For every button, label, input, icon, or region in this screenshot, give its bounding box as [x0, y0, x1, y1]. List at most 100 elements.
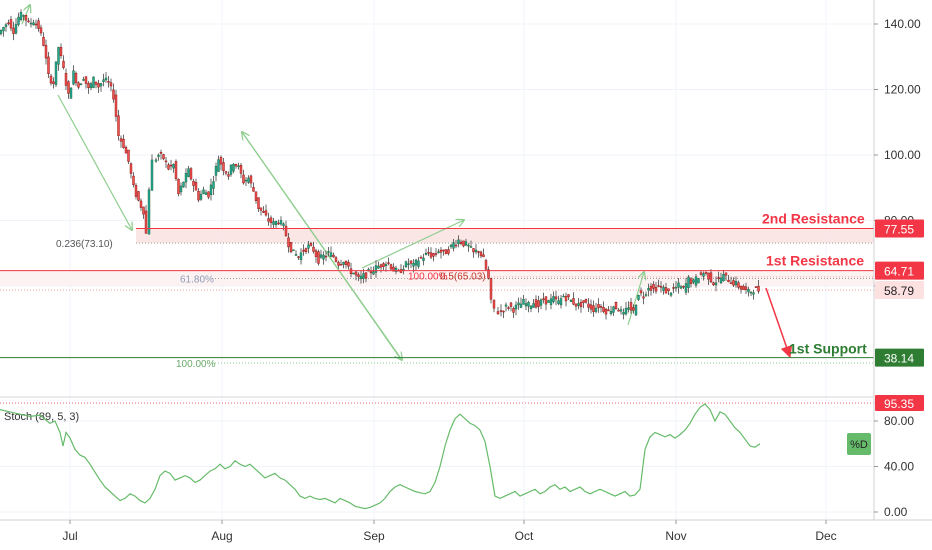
candle — [39, 24, 43, 36]
candle — [114, 90, 118, 122]
candle-body — [339, 264, 343, 266]
candle-body — [419, 256, 423, 259]
candle — [349, 262, 353, 278]
candle-body — [734, 281, 738, 286]
candle — [277, 219, 280, 226]
candle — [722, 269, 725, 282]
candle — [604, 307, 608, 320]
candle — [337, 260, 340, 269]
candle-body — [652, 284, 655, 289]
candle-body — [519, 303, 523, 308]
stochastic-pane: Stoch (89, 5, 3)%D — [0, 396, 874, 510]
candle — [752, 289, 755, 300]
candle — [667, 288, 670, 296]
candle — [199, 190, 203, 201]
candle-body — [729, 282, 733, 285]
candle — [507, 306, 510, 311]
candle-body — [297, 256, 300, 258]
candle-body — [129, 163, 133, 174]
candle — [302, 244, 305, 256]
candle-body — [479, 251, 483, 257]
candle-body — [22, 15, 25, 17]
candle-body — [732, 280, 735, 286]
candle — [82, 76, 85, 82]
candle-body — [502, 310, 505, 313]
stoch-line-d — [0, 403, 761, 510]
candle-body — [677, 282, 680, 288]
candle — [679, 284, 683, 289]
price-tick-label-0[interactable]: 140.00 — [884, 17, 921, 31]
candle-body — [264, 210, 268, 216]
time-tick-label-0[interactable]: Jul — [62, 529, 77, 543]
candle — [342, 261, 345, 269]
candle-body — [742, 285, 745, 290]
candle-body — [697, 278, 700, 284]
candle-body — [302, 249, 305, 252]
candle-body — [212, 181, 215, 189]
candle — [314, 248, 318, 263]
candle — [414, 258, 418, 271]
candle — [44, 39, 48, 65]
candle — [674, 281, 678, 292]
candle — [382, 262, 385, 271]
candle-body — [39, 27, 43, 34]
candle — [309, 241, 313, 247]
candle — [517, 297, 520, 310]
candle-body — [477, 251, 480, 253]
candle-body — [379, 264, 383, 268]
candle-body — [439, 249, 443, 253]
price-tick-label-1[interactable]: 120.00 — [884, 83, 921, 97]
time-tick-label-1[interactable]: Aug — [211, 529, 232, 543]
candle-body — [4, 24, 8, 27]
candle — [677, 278, 680, 294]
candle — [109, 78, 113, 92]
candle — [2, 26, 5, 37]
candle — [49, 73, 53, 86]
time-tick-label-4[interactable]: Nov — [665, 529, 686, 543]
candle — [484, 258, 488, 271]
level-label-1st-resistance: 1st Resistance — [766, 253, 864, 269]
time-tick-label-2[interactable]: Sep — [363, 529, 385, 543]
candle — [704, 271, 708, 276]
candle — [322, 251, 325, 265]
candle — [42, 32, 45, 47]
candle — [534, 295, 538, 309]
stoch-tick-label-2[interactable]: 0.00 — [884, 505, 908, 519]
candle-body — [699, 272, 703, 275]
candle — [307, 241, 310, 254]
candle-body — [434, 253, 438, 255]
candle-body — [9, 19, 13, 29]
candle-body — [59, 47, 63, 56]
candle — [169, 159, 173, 171]
price-tick-label-2[interactable]: 100.00 — [884, 148, 921, 162]
candle — [4, 22, 8, 32]
candle — [12, 21, 15, 41]
candle — [139, 198, 143, 211]
candle — [539, 298, 543, 310]
candle-body — [272, 221, 275, 225]
candle-body — [522, 299, 525, 305]
time-tick-label-3[interactable]: Oct — [515, 529, 534, 543]
time-tick-label-5[interactable]: Dec — [815, 529, 836, 543]
candle-body — [387, 262, 390, 264]
candle-body — [409, 260, 413, 264]
candle-body — [329, 252, 333, 257]
candle-body — [349, 268, 353, 275]
candle — [317, 249, 320, 266]
candle — [757, 280, 760, 294]
candle-body — [369, 270, 373, 274]
candle-body — [102, 79, 105, 82]
time-axis[interactable]: Jul Aug Sep Oct Nov Dec — [62, 520, 837, 543]
candle — [362, 268, 365, 284]
candle — [419, 255, 423, 259]
stoch-tick-label-1[interactable]: 40.00 — [884, 460, 914, 474]
stoch-tick-label-0[interactable]: 80.00 — [884, 414, 914, 428]
candle — [749, 291, 753, 296]
candle-body — [49, 75, 53, 84]
candle — [79, 82, 83, 86]
candle — [599, 303, 603, 313]
candle — [227, 171, 230, 180]
candle-body — [317, 251, 320, 264]
candle — [509, 301, 513, 312]
candle-body — [537, 300, 540, 307]
